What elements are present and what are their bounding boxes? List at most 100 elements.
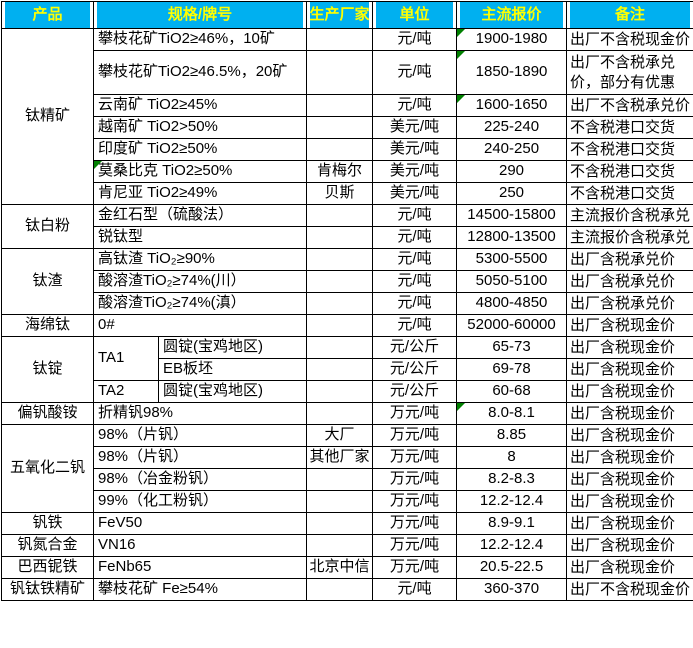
unit-cell[interactable]: 元/吨 <box>373 29 457 51</box>
maker-cell[interactable] <box>307 249 373 271</box>
remark-cell[interactable]: 出厂不含税现金价 <box>567 29 693 51</box>
maker-cell[interactable]: 贝斯 <box>307 183 373 205</box>
remark-cell[interactable]: 出厂不含税现金价 <box>567 579 693 601</box>
price-cell[interactable]: 5050-5100 <box>457 271 567 293</box>
price-cell[interactable]: 12.2-12.4 <box>457 491 567 513</box>
remark-cell[interactable]: 出厂含税现金价 <box>567 447 693 469</box>
unit-cell[interactable]: 万元/吨 <box>373 557 457 579</box>
price-cell[interactable]: 52000-60000 <box>457 315 567 337</box>
maker-cell[interactable] <box>307 469 373 491</box>
price-cell[interactable]: 12800-13500 <box>457 227 567 249</box>
price-cell[interactable]: 1900-1980 <box>457 29 567 51</box>
remark-cell[interactable]: 出厂含税现金价 <box>567 513 693 535</box>
remark-cell[interactable]: 出厂含税现金价 <box>567 491 693 513</box>
unit-cell[interactable]: 元/吨 <box>373 227 457 249</box>
product-cell[interactable]: 钒钛铁精矿 <box>2 579 94 601</box>
unit-cell[interactable]: 元/吨 <box>373 579 457 601</box>
spec-cell[interactable]: FeNb65 <box>94 557 307 579</box>
spec-cell[interactable]: 酸溶渣TiO₂≥74%(滇） <box>94 293 307 315</box>
maker-cell[interactable] <box>307 95 373 117</box>
spec-cell[interactable]: 酸溶渣TiO₂≥74%(川） <box>94 271 307 293</box>
product-cell[interactable]: 钛锭 <box>2 337 94 403</box>
maker-cell[interactable] <box>307 491 373 513</box>
header-maker[interactable]: 生产厂家 <box>307 2 373 29</box>
price-cell[interactable]: 14500-15800 <box>457 205 567 227</box>
remark-cell[interactable]: 出厂含税承兑价 <box>567 249 693 271</box>
spec-cell[interactable]: 99%（化工粉钒） <box>94 491 307 513</box>
remark-cell[interactable]: 不含税港口交货 <box>567 117 693 139</box>
unit-cell[interactable]: 美元/吨 <box>373 117 457 139</box>
remark-cell[interactable]: 主流报价含税承兑 <box>567 205 693 227</box>
remark-cell[interactable]: 出厂含税现金价 <box>567 359 693 381</box>
spec-cell[interactable]: 锐钛型 <box>94 227 307 249</box>
spec-cell[interactable]: 高钛渣 TiO₂≥90% <box>94 249 307 271</box>
price-cell[interactable]: 1850-1890 <box>457 51 567 95</box>
maker-cell[interactable] <box>307 227 373 249</box>
maker-cell[interactable] <box>307 315 373 337</box>
price-cell[interactable]: 8.85 <box>457 425 567 447</box>
unit-cell[interactable]: 美元/吨 <box>373 139 457 161</box>
price-cell[interactable]: 8.2-8.3 <box>457 469 567 491</box>
product-cell[interactable]: 钛渣 <box>2 249 94 315</box>
spec-cell[interactable]: 攀枝花矿 Fe≥54% <box>94 579 307 601</box>
unit-cell[interactable]: 元/吨 <box>373 249 457 271</box>
product-cell[interactable]: 偏钒酸铵 <box>2 403 94 425</box>
maker-cell[interactable] <box>307 139 373 161</box>
unit-cell[interactable]: 元/吨 <box>373 293 457 315</box>
price-cell[interactable]: 360-370 <box>457 579 567 601</box>
maker-cell[interactable] <box>307 51 373 95</box>
spec-cell[interactable]: 98%（片钒） <box>94 447 307 469</box>
spec-cell[interactable]: 印度矿 TiO2≥50% <box>94 139 307 161</box>
remark-cell[interactable]: 不含税港口交货 <box>567 139 693 161</box>
remark-cell[interactable]: 出厂含税现金价 <box>567 425 693 447</box>
remark-cell[interactable]: 出厂含税承兑价 <box>567 293 693 315</box>
product-cell[interactable]: 钒铁 <box>2 513 94 535</box>
grade-cell[interactable]: TA1 <box>94 337 159 381</box>
remark-cell[interactable]: 不含税港口交货 <box>567 161 693 183</box>
maker-cell[interactable] <box>307 205 373 227</box>
product-cell[interactable]: 钛白粉 <box>2 205 94 249</box>
header-product[interactable]: 产品 <box>2 2 94 29</box>
price-cell[interactable]: 65-73 <box>457 337 567 359</box>
remark-cell[interactable]: 不含税港口交货 <box>567 183 693 205</box>
remark-cell[interactable]: 出厂含税现金价 <box>567 381 693 403</box>
spec-cell[interactable]: 金红石型（硫酸法） <box>94 205 307 227</box>
unit-cell[interactable]: 元/吨 <box>373 315 457 337</box>
grade-cell[interactable]: TA2 <box>94 381 159 403</box>
product-cell[interactable]: 巴西铌铁 <box>2 557 94 579</box>
spec-cell[interactable]: 云南矿 TiO2≥45% <box>94 95 307 117</box>
remark-cell[interactable]: 主流报价含税承兑 <box>567 227 693 249</box>
unit-cell[interactable]: 元/公斤 <box>373 359 457 381</box>
spec-cell[interactable]: 攀枝花矿TiO2≥46%，10矿 <box>94 29 307 51</box>
header-price[interactable]: 主流报价 <box>457 2 567 29</box>
unit-cell[interactable]: 万元/吨 <box>373 425 457 447</box>
product-cell[interactable]: 海绵钛 <box>2 315 94 337</box>
header-remark[interactable]: 备注 <box>567 2 693 29</box>
unit-cell[interactable]: 万元/吨 <box>373 535 457 557</box>
price-cell[interactable]: 20.5-22.5 <box>457 557 567 579</box>
price-cell[interactable]: 12.2-12.4 <box>457 535 567 557</box>
remark-cell[interactable]: 出厂不含税承兑价，部分有优惠 <box>567 51 693 95</box>
spec-cell[interactable]: 圆锭(宝鸡地区) <box>159 381 307 403</box>
unit-cell[interactable]: 美元/吨 <box>373 183 457 205</box>
remark-cell[interactable]: 出厂含税现金价 <box>567 535 693 557</box>
spec-cell[interactable]: FeV50 <box>94 513 307 535</box>
remark-cell[interactable]: 出厂含税现金价 <box>567 315 693 337</box>
unit-cell[interactable]: 元/吨 <box>373 205 457 227</box>
unit-cell[interactable]: 万元/吨 <box>373 513 457 535</box>
maker-cell[interactable] <box>307 293 373 315</box>
maker-cell[interactable]: 其他厂家 <box>307 447 373 469</box>
maker-cell[interactable] <box>307 403 373 425</box>
unit-cell[interactable]: 元/吨 <box>373 95 457 117</box>
unit-cell[interactable]: 万元/吨 <box>373 447 457 469</box>
price-cell[interactable]: 8.0-8.1 <box>457 403 567 425</box>
price-cell[interactable]: 60-68 <box>457 381 567 403</box>
maker-cell[interactable] <box>307 359 373 381</box>
price-cell[interactable]: 290 <box>457 161 567 183</box>
product-cell[interactable]: 钛精矿 <box>2 29 94 205</box>
remark-cell[interactable]: 出厂含税现金价 <box>567 557 693 579</box>
unit-cell[interactable]: 万元/吨 <box>373 403 457 425</box>
unit-cell[interactable]: 元/吨 <box>373 271 457 293</box>
spec-cell[interactable]: 0# <box>94 315 307 337</box>
remark-cell[interactable]: 出厂含税承兑价 <box>567 271 693 293</box>
